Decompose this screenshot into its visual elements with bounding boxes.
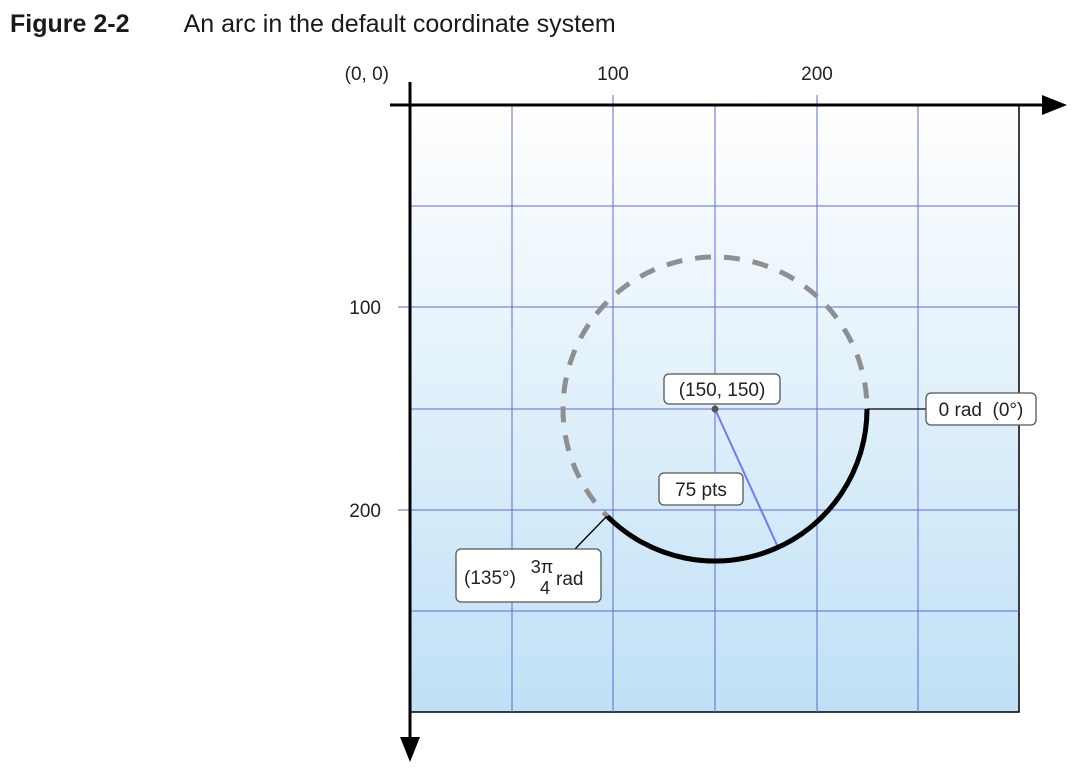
center-label: (150, 150) xyxy=(679,380,766,401)
figure-number: Figure 2-2 xyxy=(10,10,130,38)
start-angle-label: 0 rad (0°) xyxy=(939,400,1024,421)
end-angle-unit: rad xyxy=(556,569,583,590)
end-angle-label-box xyxy=(455,548,602,603)
axes xyxy=(390,82,1067,762)
end-angle-degrees: (135°) xyxy=(464,568,516,589)
y-tick-label-100: 100 xyxy=(349,298,381,319)
x-tick-label-200: 200 xyxy=(801,64,833,85)
center-point xyxy=(711,405,719,413)
y-tick-label-200: 200 xyxy=(349,501,381,522)
y-axis-arrow xyxy=(400,737,420,762)
radius-line xyxy=(714,408,778,546)
radius-label: 75 pts xyxy=(675,480,727,501)
x-tick-label-100: 100 xyxy=(597,64,629,85)
radius-label-box xyxy=(658,472,744,506)
end-angle-leader xyxy=(574,515,608,550)
end-angle-fraction-numerator: 3π xyxy=(531,557,553,577)
figure-caption: Figure 2-2 An arc in the default coordin… xyxy=(10,10,616,39)
x-axis-arrow xyxy=(1042,95,1067,115)
origin-label: (0, 0) xyxy=(345,64,389,85)
figure-title: An arc in the default coordinate system xyxy=(183,10,616,38)
center-label-box xyxy=(663,373,781,405)
start-angle-label-box xyxy=(925,392,1037,426)
end-angle-fraction-denominator: 4 xyxy=(540,578,550,598)
arc xyxy=(605,408,870,564)
